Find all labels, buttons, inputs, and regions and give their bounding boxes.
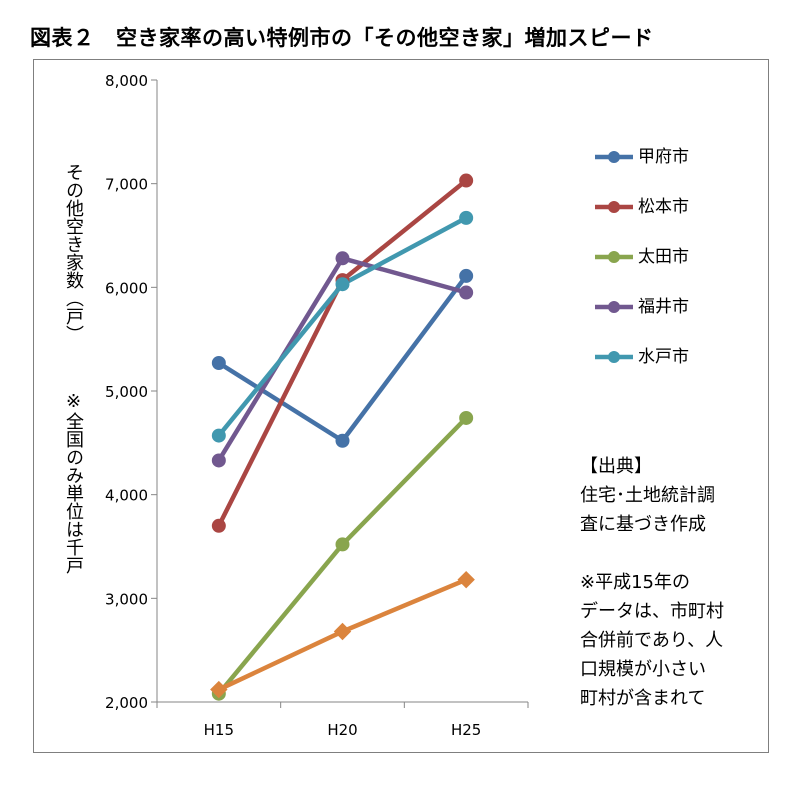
- legend-label: 水戸市: [638, 347, 689, 367]
- legend-swatch-marker: [608, 201, 620, 213]
- legend-label: 福井市: [638, 297, 689, 317]
- legend-swatch: [595, 301, 633, 313]
- data-point: [459, 285, 474, 300]
- x-tick-label: H25: [451, 721, 481, 739]
- data-point: [333, 622, 352, 641]
- legend-swatch: [595, 151, 633, 163]
- source-note: 【出典】 住宅･土地統計調 査に基づき作成 ※平成15年の データは、市町村 合…: [580, 452, 724, 713]
- y-tick-label: 2,000: [105, 694, 148, 712]
- y-tick-label: 5,000: [105, 383, 148, 401]
- series-line: [216, 273, 469, 444]
- y-tick-label: 3,000: [105, 590, 148, 608]
- source-line: [580, 539, 724, 568]
- data-point: [210, 680, 228, 699]
- data-point: [211, 518, 226, 533]
- data-point: [335, 277, 350, 292]
- x-tick-label: H20: [327, 721, 357, 739]
- y-axis-title: その他空き家数（戸）: [63, 163, 84, 343]
- chart-title: 図表２ 空き家率の高い特例市の「その他空き家」増加スピード: [30, 26, 654, 50]
- source-line: 町村が含まれて: [580, 688, 706, 709]
- legend-swatch: [595, 351, 633, 363]
- legend-swatch-marker: [608, 301, 620, 313]
- source-heading: 【出典】: [580, 456, 652, 477]
- data-point: [457, 570, 475, 589]
- data-point: [459, 173, 474, 188]
- y-tick-label: 8,000: [105, 72, 148, 90]
- data-point: [459, 268, 474, 283]
- data-point: [211, 356, 226, 371]
- series-line: [216, 178, 469, 529]
- data-point: [211, 428, 226, 443]
- source-line: 住宅･土地統計調: [580, 485, 715, 506]
- legend-swatch: [595, 251, 633, 263]
- legend-swatch: [595, 201, 633, 213]
- y-tick-label: 7,000: [105, 176, 148, 194]
- data-point: [335, 537, 350, 552]
- source-line: 合併前であり、人: [580, 630, 724, 651]
- data-point: [335, 433, 350, 448]
- series-line: [216, 415, 469, 696]
- legend-label: 太田市: [638, 247, 689, 267]
- legend-swatch-marker: [608, 151, 620, 163]
- y-axis-unit-note: ※全国のみ単位は千戸: [63, 391, 84, 574]
- data-point: [459, 410, 474, 425]
- source-line: データは、市町村: [580, 601, 724, 622]
- source-line: ※平成15年の: [580, 572, 690, 593]
- source-line: 口規模が小さい: [580, 659, 706, 680]
- data-point: [335, 251, 350, 266]
- legend-label: 甲府市: [638, 147, 689, 167]
- y-tick-label: 4,000: [105, 487, 148, 505]
- y-tick-label: 6,000: [105, 279, 148, 297]
- legend-swatch-marker: [608, 351, 620, 363]
- x-tick-label: H15: [204, 721, 234, 739]
- legend-swatch-marker: [608, 251, 620, 263]
- data-point: [459, 210, 474, 225]
- data-point: [211, 453, 226, 468]
- source-line: 査に基づき作成: [580, 514, 706, 535]
- legend-label: 松本市: [638, 197, 689, 217]
- chart-frame: [33, 59, 769, 753]
